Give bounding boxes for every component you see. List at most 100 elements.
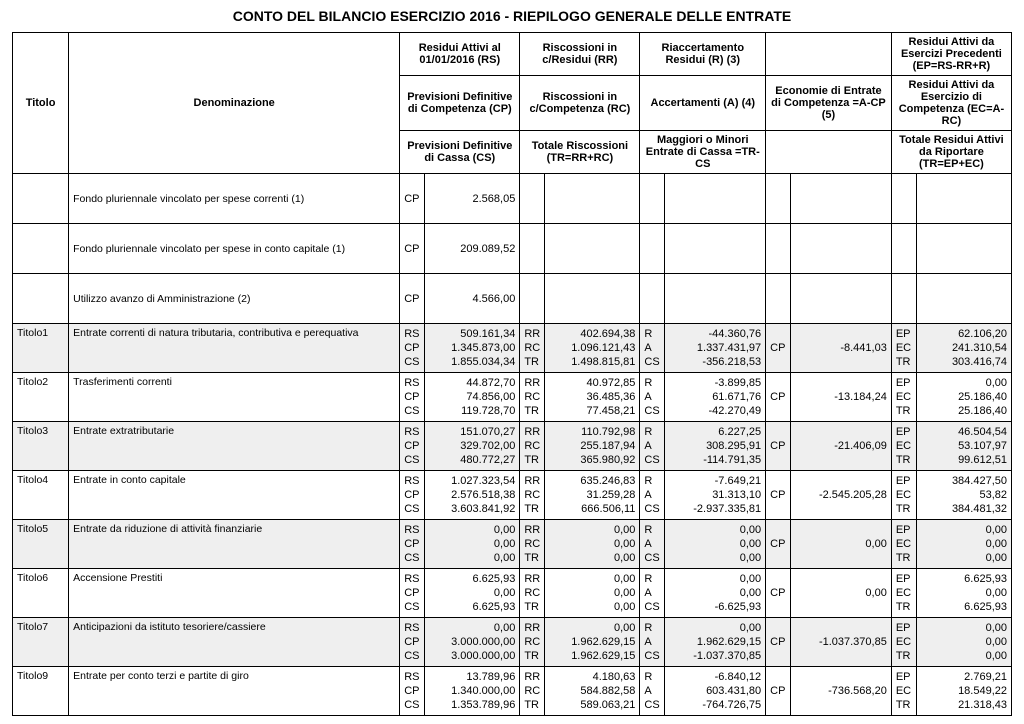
num-col1: 13.789,961.340.000,001.353.789,96: [424, 667, 519, 716]
num-col4: -1.037.370,85: [790, 618, 891, 667]
code-col1: RSCPCS: [400, 520, 425, 569]
num-cell: [790, 174, 891, 224]
denom-cell: Entrate da riduzione di attività finanzi…: [69, 520, 400, 569]
code-col4: CP: [766, 667, 791, 716]
num-col3: 0,001.962.629,15-1.037.370,85: [665, 618, 766, 667]
code-col1: RSCPCS: [400, 324, 425, 373]
num-cell: [916, 174, 1011, 224]
num-cell: [916, 224, 1011, 274]
code-col2: RRRCTR: [520, 471, 545, 520]
code-col1: RSCPCS: [400, 471, 425, 520]
table-row: Titolo7Anticipazioni da istituto tesorie…: [13, 618, 1012, 667]
denom-cell: Entrate extratributarie: [69, 422, 400, 471]
denom-cell: Entrate in conto capitale: [69, 471, 400, 520]
titolo-cell: Titolo4: [13, 471, 69, 520]
num-col1: 1.027.323,542.576.518,383.603.841,92: [424, 471, 519, 520]
titolo-cell: Titolo3: [13, 422, 69, 471]
code-cell: [891, 274, 916, 324]
denom-cell: Entrate correnti di natura tributaria, c…: [69, 324, 400, 373]
code-col5: EPECTR: [891, 422, 916, 471]
code-cell: CP: [400, 174, 425, 224]
num-cell: [916, 274, 1011, 324]
table-row: Titolo5Entrate da riduzione di attività …: [13, 520, 1012, 569]
num-col3: -3.899,8561.671,76-42.270,49: [665, 373, 766, 422]
num-cell: 4.566,00: [424, 274, 519, 324]
titolo-cell: [13, 224, 69, 274]
denom-cell: Trasferimenti correnti: [69, 373, 400, 422]
code-col3: RACS: [640, 667, 665, 716]
num-col3: 0,000,00-6.625,93: [665, 569, 766, 618]
budget-table: Titolo Denominazione Residui Attivi al 0…: [12, 32, 1012, 716]
num-col4: -736.568,20: [790, 667, 891, 716]
num-col3: -6.840,12603.431,80-764.726,75: [665, 667, 766, 716]
num-col1: 0,003.000.000,003.000.000,00: [424, 618, 519, 667]
code-cell: [520, 174, 545, 224]
hdr-r3c7: Totale Residui Attivi da Riportare (TR=E…: [891, 131, 1011, 174]
code-cell: [766, 174, 791, 224]
num-col4: -13.184,24: [790, 373, 891, 422]
titolo-cell: Titolo2: [13, 373, 69, 422]
table-row: Titolo6Accensione PrestitiRSCPCS6.625,93…: [13, 569, 1012, 618]
code-col1: RSCPCS: [400, 569, 425, 618]
num-col1: 151.070,27329.702,00480.772,27: [424, 422, 519, 471]
prelim-row: Fondo pluriennale vincolato per spese co…: [13, 174, 1012, 224]
num-col4: -21.406,09: [790, 422, 891, 471]
num-col5: 0,0025.186,4025.186,40: [916, 373, 1011, 422]
hdr-r2c5: Accertamenti (A) (4): [640, 76, 766, 131]
code-col2: RRRCTR: [520, 373, 545, 422]
num-col4: -2.545.205,28: [790, 471, 891, 520]
num-col3: -7.649,2131.313,10-2.937.335,81: [665, 471, 766, 520]
prelim-row: Fondo pluriennale vincolato per spese in…: [13, 224, 1012, 274]
hdr-r3c5: Maggiori o Minori Entrate di Cassa =TR-C…: [640, 131, 766, 174]
num-cell: [665, 174, 766, 224]
titolo-cell: Titolo1: [13, 324, 69, 373]
num-cell: [545, 274, 640, 324]
code-col5: EPECTR: [891, 520, 916, 569]
num-col2: 402.694,381.096.121,431.498.815,81: [545, 324, 640, 373]
titolo-cell: Titolo9: [13, 667, 69, 716]
code-col5: EPECTR: [891, 667, 916, 716]
num-cell: 2.568,05: [424, 174, 519, 224]
num-col2: 4.180,63584.882,58589.063,21: [545, 667, 640, 716]
table-row: Titolo9Entrate per conto terzi e partite…: [13, 667, 1012, 716]
hdr-r1c6: [766, 33, 892, 76]
code-col4: CP: [766, 373, 791, 422]
code-col3: RACS: [640, 618, 665, 667]
hdr-r1c3: Residui Attivi al 01/01/2016 (RS): [400, 33, 520, 76]
code-cell: [640, 174, 665, 224]
code-col4: CP: [766, 324, 791, 373]
num-col2: 0,001.962.629,151.962.629,15: [545, 618, 640, 667]
page-title: CONTO DEL BILANCIO ESERCIZIO 2016 - RIEP…: [12, 8, 1012, 24]
code-col4: CP: [766, 569, 791, 618]
hdr-titolo: Titolo: [13, 33, 69, 174]
code-cell: [640, 274, 665, 324]
code-cell: [766, 274, 791, 324]
denom-cell: Anticipazioni da istituto tesoriere/cass…: [69, 618, 400, 667]
code-col3: RACS: [640, 324, 665, 373]
denom-cell: Accensione Prestiti: [69, 569, 400, 618]
num-col5: 2.769,2118.549,2221.318,43: [916, 667, 1011, 716]
hdr-r2c6: Economie di Entrate di Competenza =A-CP …: [766, 76, 892, 131]
num-col2: 0,000,000,00: [545, 520, 640, 569]
num-col5: 0,000,000,00: [916, 520, 1011, 569]
num-cell: [545, 224, 640, 274]
num-col1: 0,000,000,00: [424, 520, 519, 569]
num-col3: 0,000,000,00: [665, 520, 766, 569]
num-col2: 40.972,8536.485,3677.458,21: [545, 373, 640, 422]
num-cell: [790, 224, 891, 274]
table-row: Titolo3Entrate extratributarieRSCPCS151.…: [13, 422, 1012, 471]
code-col2: RRRCTR: [520, 520, 545, 569]
num-col1: 6.625,930,006.625,93: [424, 569, 519, 618]
num-col1: 44.872,7074.856,00119.728,70: [424, 373, 519, 422]
hdr-r1c5: Riaccertamento Residui (R) (3): [640, 33, 766, 76]
denom-cell: Entrate per conto terzi e partite di gir…: [69, 667, 400, 716]
hdr-r1c7: Residui Attivi da Esercizi Precedenti (E…: [891, 33, 1011, 76]
hdr-r1c4: Riscossioni in c/Residui (RR): [520, 33, 640, 76]
table-row: Titolo2Trasferimenti correntiRSCPCS44.87…: [13, 373, 1012, 422]
code-col5: EPECTR: [891, 618, 916, 667]
code-col3: RACS: [640, 373, 665, 422]
titolo-cell: [13, 174, 69, 224]
num-cell: 209.089,52: [424, 224, 519, 274]
num-col5: 62.106,20241.310,54303.416,74: [916, 324, 1011, 373]
code-col3: RACS: [640, 520, 665, 569]
